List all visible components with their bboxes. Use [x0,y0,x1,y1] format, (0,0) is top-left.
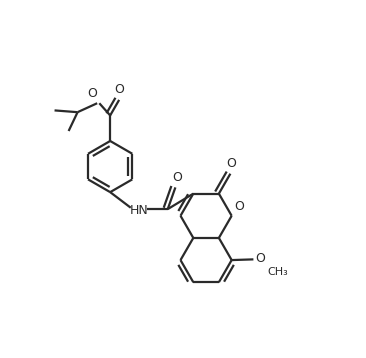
Text: O: O [255,252,265,265]
Text: O: O [88,87,97,100]
Text: O: O [114,83,124,96]
Text: CH₃: CH₃ [267,267,288,277]
Text: O: O [235,200,244,213]
Text: HN: HN [130,204,149,217]
Text: O: O [227,157,236,170]
Text: O: O [172,171,182,184]
